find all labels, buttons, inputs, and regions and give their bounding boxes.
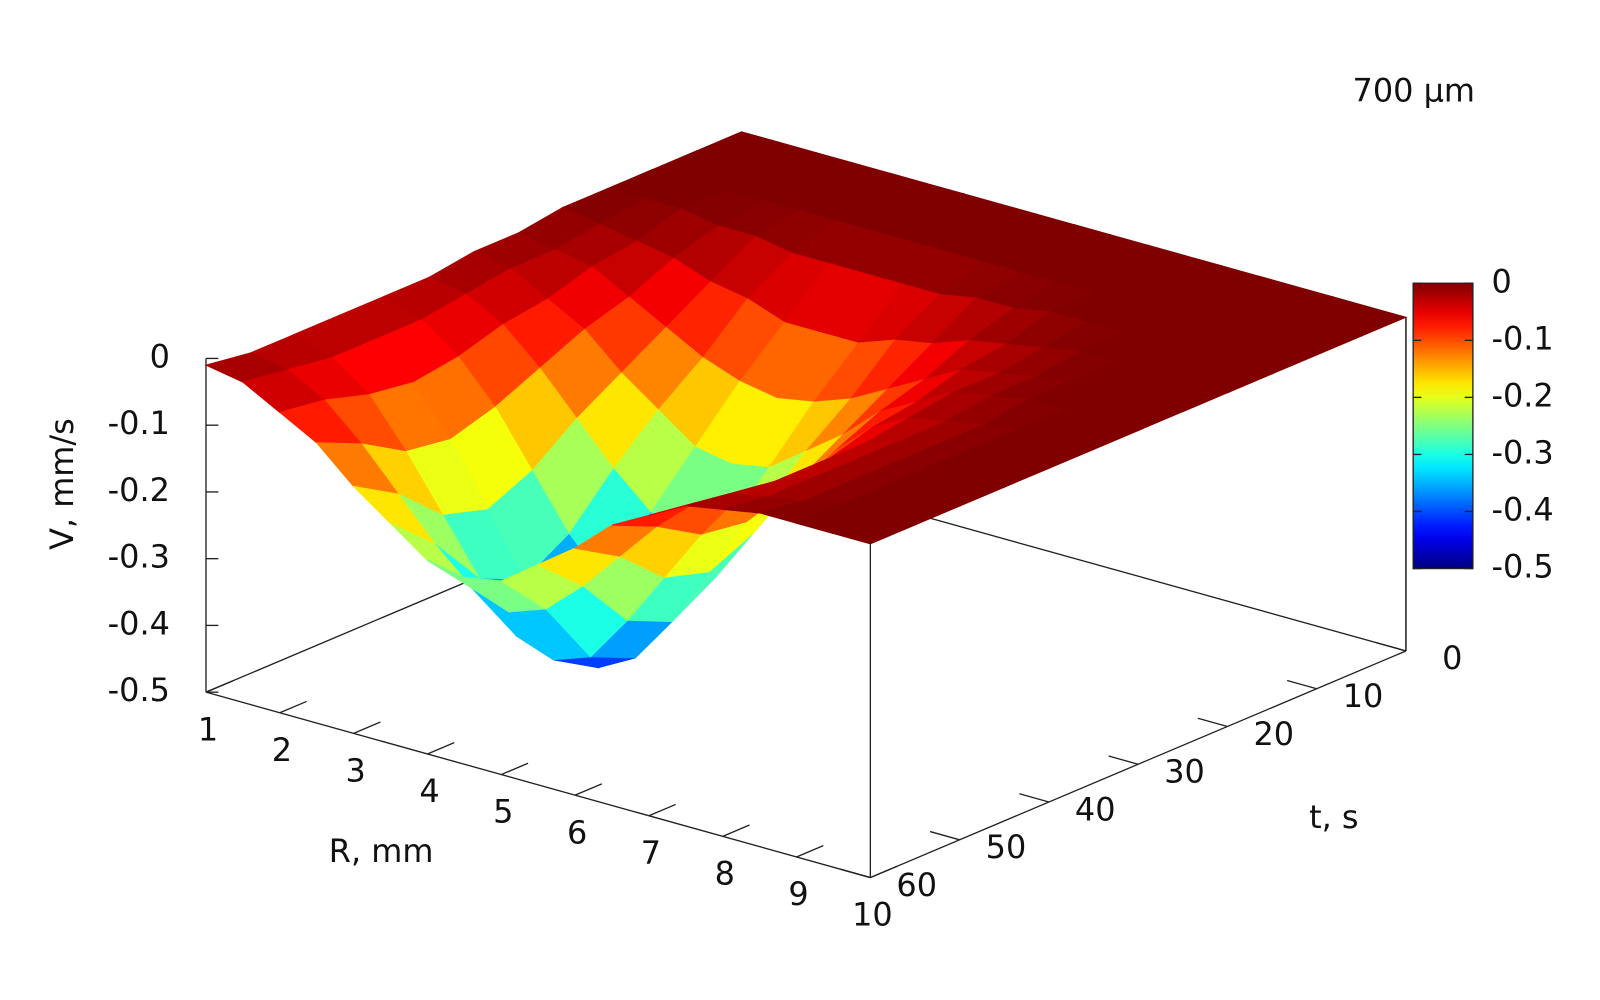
x-tick-label: 8 — [715, 855, 735, 893]
z-tick-label: -0.2 — [108, 471, 170, 509]
z-axis-label: V, mm/s — [43, 418, 81, 550]
x-tick — [648, 803, 676, 817]
z-tick-label: -0.1 — [108, 404, 170, 442]
y-tick-label: 30 — [1164, 753, 1205, 791]
y-tick-label: 10 — [1343, 677, 1384, 715]
y-tick — [1197, 717, 1228, 728]
y-tick-label: 40 — [1075, 790, 1116, 828]
y-tick — [1376, 642, 1407, 652]
axis-line — [205, 691, 871, 879]
y-tick-label: 50 — [986, 828, 1027, 866]
x-tick — [870, 865, 898, 879]
z-tick-label: 0 — [150, 337, 170, 375]
x-axis-label: R, mm — [329, 832, 434, 870]
z-tick-label: -0.5 — [108, 671, 170, 709]
y-tick — [1286, 679, 1317, 690]
y-tick-label: 0 — [1442, 639, 1462, 677]
x-tick-label: 7 — [641, 834, 661, 872]
x-tick — [722, 824, 750, 837]
z-tick-label: -0.3 — [108, 538, 170, 576]
y-tick — [1019, 793, 1050, 803]
y-tick-label: 20 — [1253, 715, 1294, 753]
x-tick-label: 3 — [346, 752, 366, 790]
x-tick-label: 6 — [567, 813, 587, 851]
y-tick — [1108, 755, 1139, 765]
colorbar-tick-label: -0.5 — [1491, 548, 1553, 586]
x-tick-label: 10 — [852, 896, 893, 934]
y-tick-label: 60 — [896, 866, 937, 904]
x-tick — [427, 742, 455, 755]
x-tick-label: 5 — [493, 793, 513, 831]
chart-title: 700 µm — [1353, 72, 1475, 110]
z-tick-label: -0.4 — [108, 604, 170, 642]
x-tick — [574, 783, 603, 796]
colorbar-tick-label: -0.1 — [1491, 319, 1553, 357]
x-tick — [796, 845, 824, 858]
x-tick — [501, 762, 529, 776]
x-tick-label: 9 — [788, 875, 808, 913]
colorbar-tick-label: -0.4 — [1491, 490, 1553, 528]
x-tick-label: 1 — [198, 710, 218, 748]
y-axis-label: t, s — [1309, 798, 1358, 836]
colorbar-tick-label: -0.2 — [1491, 376, 1553, 414]
plot: 700 µm R, mm t, s V, mm/s 1 2 3 4 5 6 7 8 9 10 0 10… — [43, 72, 1554, 934]
x-tick-label: 4 — [419, 772, 439, 810]
x-tick-label: 2 — [272, 731, 292, 769]
x-tick — [279, 700, 307, 714]
y-tick — [929, 830, 960, 841]
colorbar-tick-label: 0 — [1491, 262, 1511, 300]
x-tick — [205, 680, 234, 693]
x-tick — [353, 721, 381, 734]
colorbar-tick-label: -0.3 — [1491, 433, 1553, 471]
colorbar — [1412, 282, 1474, 570]
y-tick — [840, 868, 871, 879]
